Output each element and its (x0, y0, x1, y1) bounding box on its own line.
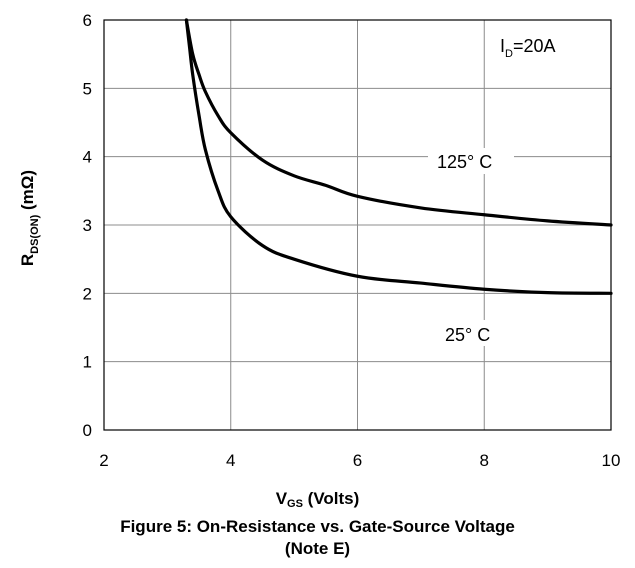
y-tick-label: 5 (83, 79, 92, 98)
x-tick-label: 8 (480, 451, 489, 470)
y-tick-label: 4 (83, 148, 92, 167)
x-axis-label: VGS (Volts) (0, 489, 635, 510)
figure-caption: Figure 5: On-Resistance vs. Gate-Source … (0, 516, 635, 560)
x-tick-label: 2 (99, 451, 108, 470)
ylabel-rest: (mΩ) (18, 170, 37, 215)
annotation-rest: =20A (513, 36, 556, 56)
y-tick-label: 1 (83, 353, 92, 372)
ylabel-main: R (18, 254, 37, 266)
xlabel-main: V (275, 489, 288, 508)
y-tick-label: 0 (83, 421, 92, 440)
label-25c-bg (438, 320, 512, 346)
x-tick-label: 6 (353, 451, 362, 470)
ylabel-sub: DS(ON) (29, 214, 41, 253)
label-125c-bg (428, 148, 514, 174)
annotation-sub: D (505, 48, 513, 60)
series-line-125c (184, 18, 613, 227)
figure-title: Figure 5: On-Resistance vs. Gate-Source … (120, 517, 515, 536)
xlabel-rest: (Volts) (302, 489, 360, 508)
figure-note: (Note E) (284, 539, 351, 558)
plot-frame (103, 19, 612, 431)
annotation-main: I (500, 36, 505, 56)
current-annotation: ID=20A (500, 36, 556, 60)
series-label-25c: 25° C (445, 325, 490, 345)
x-tick-label: 10 (602, 451, 621, 470)
y-tick-label: 6 (83, 11, 92, 30)
y-tick-label: 2 (83, 284, 92, 303)
y-axis-label: RDS(ON) (mΩ) (18, 170, 41, 266)
xlabel-sub: GS (287, 498, 303, 510)
series-label-125c: 125° C (437, 152, 492, 172)
x-tick-label: 4 (226, 451, 235, 470)
series-line-25c (184, 18, 613, 295)
y-tick-label: 3 (83, 216, 92, 235)
